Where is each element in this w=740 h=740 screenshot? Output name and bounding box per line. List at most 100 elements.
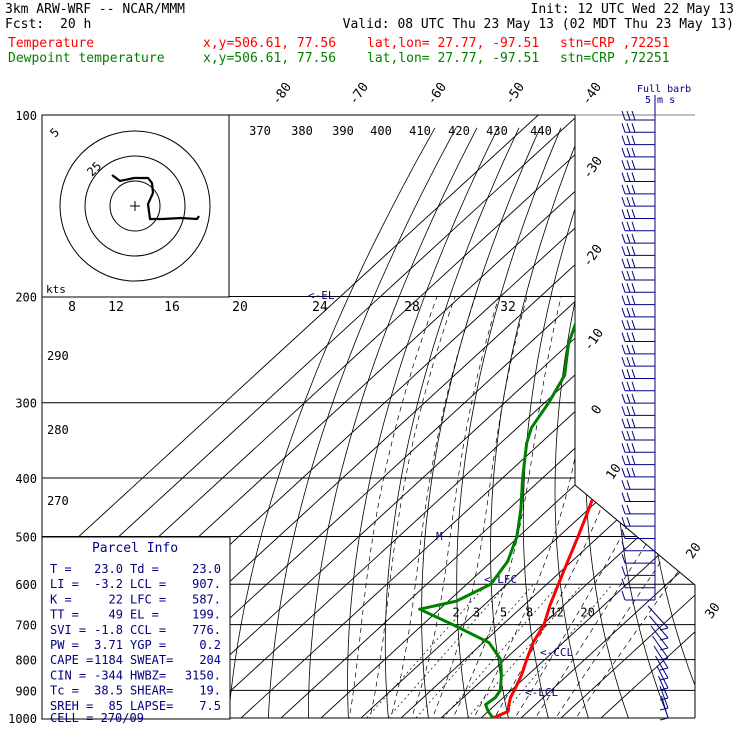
wind-barb xyxy=(621,553,655,564)
wind-barb xyxy=(621,393,655,404)
temperature-tick-label: -20 xyxy=(580,242,606,270)
hodograph-ring xyxy=(84,155,186,257)
parcel-field: 85 xyxy=(109,699,123,713)
isotherm-line xyxy=(360,115,695,718)
mixing-ratio-label: 8 xyxy=(526,606,533,620)
parcel-field: EL = xyxy=(130,608,159,622)
wind-barb xyxy=(621,344,655,355)
wind-barb xyxy=(621,196,655,207)
barb-legend-title: Full barb xyxy=(637,84,691,95)
right-boundary xyxy=(574,115,696,718)
wind-barb xyxy=(621,578,655,589)
temperature-tick-label: -60 xyxy=(424,80,450,108)
wind-barb xyxy=(658,675,669,701)
wind-barb xyxy=(621,221,655,232)
barb-legend-value: 5 m s xyxy=(645,95,675,106)
hodograph-ring xyxy=(109,180,161,232)
lcl-marker: <-LCL xyxy=(525,686,558,699)
parcel-field: T = xyxy=(50,562,72,576)
parcel-field: 19. xyxy=(199,684,221,698)
pressure-label: 500 xyxy=(15,530,37,544)
m-marker: M xyxy=(436,530,443,543)
kts-label: kts xyxy=(46,283,66,296)
parcel-field: 776. xyxy=(192,623,221,637)
parcel-field: 23.0 xyxy=(94,562,123,576)
hodograph-trace xyxy=(111,174,200,221)
dry-adiabat-line xyxy=(307,127,478,718)
theta-e-label: 270 xyxy=(47,494,69,508)
dry-adiabat-line xyxy=(384,127,520,718)
parcel-field: 3150. xyxy=(185,668,221,682)
mixing-ratio-label: 3 xyxy=(473,606,480,620)
dry-adiabat-line xyxy=(267,127,457,718)
fcst-value: 20 h xyxy=(60,17,92,32)
isotherm-line xyxy=(480,115,695,718)
parcel-field: 49 xyxy=(109,608,123,622)
el-marker: <-EL xyxy=(308,289,335,302)
mixing-ratio-label: 12 xyxy=(549,606,563,620)
parcel-field: SHEAR= xyxy=(130,684,173,698)
pressure-label: 1000 xyxy=(8,712,37,726)
wind-barb xyxy=(621,381,655,392)
wind-barb xyxy=(621,184,655,195)
isotherm-line xyxy=(520,115,695,718)
mixing-ratio-label: 5 xyxy=(500,606,507,620)
isotherm-line xyxy=(560,115,695,718)
hodograph-speed-label: 12 xyxy=(108,300,124,315)
theta-label: 430 xyxy=(486,124,508,138)
theta-label: 370 xyxy=(249,124,271,138)
temperature-tick-label: -40 xyxy=(579,80,605,108)
wind-barb xyxy=(621,307,655,318)
parcel-field: 587. xyxy=(192,592,221,606)
dry-adiabat-line xyxy=(522,127,604,718)
mixing-ratio-line xyxy=(366,583,488,718)
parcel-field: 0.2 xyxy=(199,638,221,652)
dewpoint-stn: stn=CRP ,72251 xyxy=(560,51,670,66)
init-time: Init: 12 UTC Wed 22 May 13 xyxy=(530,2,735,17)
pressure-label: 200 xyxy=(15,291,37,305)
temperature-tick-label: 0 xyxy=(589,402,606,417)
parcel-field: SWEAT= xyxy=(130,653,173,667)
wind-barb xyxy=(621,566,655,576)
theta-e-label: 280 xyxy=(47,423,69,437)
parcel-field: LI = xyxy=(50,577,79,591)
parcel-field: LAPSE= xyxy=(130,699,173,713)
temperature-xy: x,y=506.61, 77.56 xyxy=(203,36,337,51)
parcel-field: CIN = xyxy=(50,668,86,682)
mixing-ratio-line xyxy=(442,583,560,718)
dewpoint-xy: x,y=506.61, 77.56 xyxy=(203,51,337,66)
hodograph-speed-label: 24 xyxy=(312,300,328,315)
wind-barb xyxy=(621,406,655,416)
wind-barb xyxy=(621,295,655,306)
hodograph-speed-label: 32 xyxy=(500,300,516,315)
isotherm-line xyxy=(42,115,579,718)
wind-barb xyxy=(621,430,655,441)
dry-adiabat-line xyxy=(456,127,562,718)
temperature-latlon: lat,lon= 27.77, -97.51 xyxy=(367,36,540,51)
pressure-label: 600 xyxy=(15,578,37,592)
wind-barb xyxy=(621,516,655,527)
theta-e-label: 290 xyxy=(47,349,69,363)
dry-adiabat-line xyxy=(700,128,740,731)
hodograph-ring xyxy=(59,130,211,282)
moist-adiabat-line xyxy=(346,296,438,718)
wind-barb xyxy=(621,160,655,170)
pressure-label: 300 xyxy=(15,397,37,411)
wind-barb xyxy=(621,590,655,601)
wind-barb xyxy=(621,123,655,133)
cell-label: CELL = 270/09 xyxy=(50,711,144,725)
parcel-field: -3.2 xyxy=(94,577,123,591)
theta-label: 420 xyxy=(448,124,470,138)
model-title: 3km ARW-WRF -- NCAR/MMM xyxy=(5,2,186,17)
moist-adiabat-line xyxy=(426,296,528,718)
pressure-label: 400 xyxy=(15,472,37,486)
moist-adiabat-line xyxy=(446,296,562,718)
moist-adiabat-line xyxy=(406,296,500,718)
theta-label: 390 xyxy=(332,124,354,138)
isotherm-line xyxy=(160,115,695,718)
parcel-info-title: Parcel Info xyxy=(92,541,178,556)
moist-adiabat-line xyxy=(566,296,695,718)
temperature-tick-label: -10 xyxy=(581,326,607,354)
wind-barb xyxy=(621,233,655,244)
